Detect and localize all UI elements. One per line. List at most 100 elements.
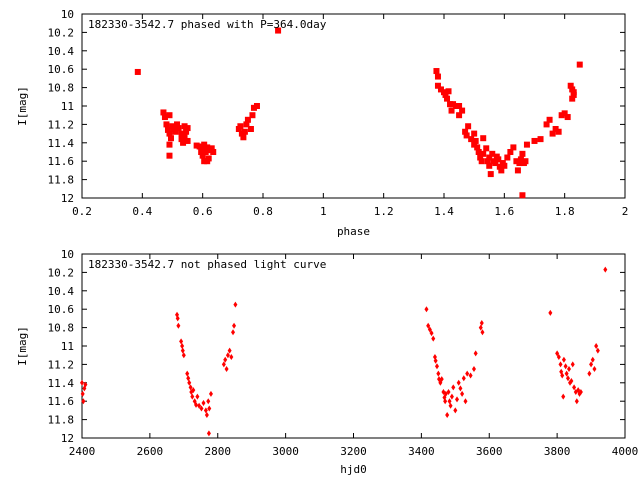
phased-y-tick-label: 11.2 [48, 118, 75, 131]
unphased-x-tick-label: 2400 [69, 445, 96, 458]
unphased-data-point [180, 343, 185, 349]
unphased-data-point [439, 376, 444, 383]
unphased-data-point [569, 377, 574, 384]
phased-x-tick-label: 1.8 [555, 205, 575, 218]
unphased-data-point [80, 390, 85, 397]
phased-data-point [249, 112, 256, 119]
unphased-data-point [431, 335, 436, 342]
unphased-plot-ylabel: I[mag] [16, 326, 29, 366]
phased-data-point [519, 150, 526, 157]
phased-data-point [456, 112, 463, 119]
unphased-data-point [590, 356, 595, 363]
phased-data-point [495, 156, 502, 163]
phased-data-point [202, 149, 209, 155]
phased-data-point [178, 136, 185, 143]
phased-data-point [247, 126, 254, 132]
phased-data-point [567, 82, 574, 89]
unphased-data-point [567, 366, 572, 372]
unphased-data-point [206, 430, 211, 437]
unphased-data-point [221, 361, 226, 368]
unphased-data-point [180, 347, 185, 354]
phased-y-tick-label: 11.8 [48, 174, 75, 187]
phased-data-point [172, 128, 179, 135]
unphased-data-point [603, 266, 608, 273]
phased-data-point [537, 136, 544, 143]
phased-data-point [166, 152, 173, 159]
unphased-x-tick-label: 4000 [612, 445, 639, 458]
unphased-data-point [204, 412, 209, 418]
unphased-data-point [578, 389, 583, 395]
phased-plot-title: 182330-3542.7 phased with P=364.0day [88, 18, 327, 31]
phased-plot-ylabel: I[mag] [16, 86, 29, 126]
phased-x-tick-label: 0.4 [132, 205, 152, 218]
phased-x-tick-label: 0.6 [193, 205, 213, 218]
phased-data-point [504, 154, 511, 161]
unphased-data-point [80, 379, 84, 386]
phased-data-point [480, 150, 487, 157]
phased-data-point [472, 137, 479, 144]
unphased-data-point [449, 393, 454, 400]
phased-data-point [471, 141, 478, 148]
phased-data-point [444, 95, 451, 102]
unphased-y-tick-label: 12 [61, 432, 74, 445]
phased-data-point [434, 82, 441, 89]
phased-data-point [201, 158, 208, 165]
unphased-data-point [595, 347, 600, 354]
phased-y-tick-label: 10.8 [48, 82, 75, 95]
unphased-data-point [427, 326, 432, 333]
unphased-x-tick-label: 2600 [137, 445, 164, 458]
phased-data-point [196, 143, 203, 150]
phased-data-point [250, 104, 257, 111]
unphased-data-point [224, 366, 229, 372]
unphased-data-point [574, 398, 579, 405]
phased-y-tick-label: 10.6 [48, 63, 75, 76]
phased-x-tick-label: 0.2 [72, 205, 92, 218]
phased-data-point [486, 162, 493, 169]
unphased-data-point [83, 381, 88, 388]
unphased-data-point [563, 363, 568, 370]
unphased-data-point [424, 306, 429, 313]
phased-data-point [184, 137, 191, 144]
phased-data-point [450, 101, 457, 108]
phased-data-point [489, 150, 496, 157]
unphased-data-point [471, 366, 476, 372]
unphased-data-point [463, 398, 468, 405]
unphased-data-point [232, 322, 237, 329]
phased-data-point [198, 149, 205, 155]
phased-y-tick-label: 11.6 [48, 155, 75, 168]
phased-data-point [201, 141, 208, 148]
unphased-y-tick-label: 11.8 [48, 414, 75, 427]
phased-x-tick-label: 1.6 [494, 205, 514, 218]
phased-data-point [468, 136, 475, 143]
unphased-data-point [479, 320, 484, 326]
unphased-data-point [465, 370, 470, 377]
unphased-data-point [455, 396, 460, 403]
unphased-plot-points [80, 266, 608, 437]
phased-data-point [253, 103, 260, 109]
unphased-data-point [453, 407, 458, 414]
unphased-data-point [555, 350, 560, 357]
unphased-data-point [456, 379, 461, 386]
unphased-data-point [175, 315, 180, 322]
phased-data-point [543, 121, 550, 128]
phased-y-tick-label: 10 [61, 8, 74, 21]
phased-plot-ticks: 0.2 0.4 0.6 0.8 1 1.2 1.4 1.6 1.8 21010.210.410.6… [48, 8, 629, 218]
phased-data-point [445, 88, 452, 95]
phased-data-point [465, 123, 472, 130]
phased-data-point [243, 121, 250, 128]
phased-data-point [531, 137, 538, 144]
phased-data-point [456, 103, 463, 109]
phased-y-tick-label: 12 [61, 192, 74, 205]
phased-data-point [164, 126, 171, 133]
unphased-data-point [460, 390, 465, 397]
phased-data-point [208, 145, 215, 152]
unphased-data-point [451, 384, 456, 391]
phased-data-point [437, 86, 444, 93]
unphased-data-point [447, 398, 452, 405]
phased-data-point [555, 128, 562, 135]
phased-data-point [474, 144, 481, 151]
unphased-data-point [188, 384, 193, 391]
unphased-data-point [197, 402, 202, 409]
unphased-data-point [461, 375, 466, 382]
phased-data-point [517, 156, 524, 163]
